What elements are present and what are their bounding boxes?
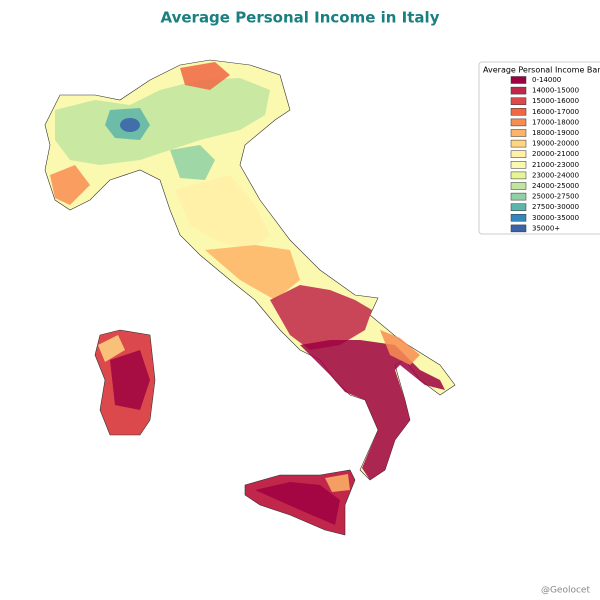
region-patch	[120, 118, 140, 132]
legend-label: 35000+	[532, 224, 560, 232]
legend-label: 27500-30000	[532, 203, 579, 211]
legend-swatch	[510, 224, 527, 233]
region-patch	[98, 335, 125, 362]
legend-label: 20000-21000	[532, 150, 579, 158]
legend-swatch	[510, 86, 527, 95]
region-patch	[110, 350, 150, 410]
legend-swatch	[510, 203, 527, 211]
legend-swatch	[510, 97, 527, 105]
legend-label: 30000-35000	[532, 214, 579, 222]
map	[44, 59, 456, 536]
legend-swatch	[510, 129, 527, 137]
legend-swatch	[510, 150, 527, 158]
legend-label: 17000-18000	[532, 118, 579, 126]
legend-swatch	[510, 108, 527, 116]
legend-label: 0-14000	[532, 76, 561, 84]
legend-label: 21000-23000	[532, 161, 579, 169]
legend-label: 15000-16000	[532, 97, 579, 105]
region-patch	[180, 62, 230, 90]
region-patch	[255, 482, 340, 525]
legend-swatch	[510, 76, 527, 84]
legend-label: 25000-27500	[532, 193, 579, 201]
legend: Average Personal Income Band 0-14000 1400…	[478, 61, 600, 235]
region-patch	[170, 145, 215, 180]
region-patch	[380, 330, 420, 365]
legend-title: Average Personal Income Band	[483, 66, 600, 75]
legend-label: 18000-19000	[532, 129, 579, 137]
legend-swatch	[510, 182, 527, 190]
legend-label: 19000-20000	[532, 140, 579, 148]
legend-box	[478, 61, 600, 235]
region-patch	[300, 340, 445, 480]
legend-swatch	[510, 214, 527, 222]
legend-label: 16000-17000	[532, 108, 579, 116]
legend-label: 24000-25000	[532, 182, 579, 190]
legend-swatch	[510, 192, 527, 201]
region-patch	[175, 175, 270, 250]
region-patch	[205, 245, 300, 300]
region-patch	[50, 165, 90, 205]
region-patch	[270, 285, 372, 350]
credit: @Geolocet	[541, 586, 591, 596]
legend-label: 23000-24000	[532, 171, 579, 179]
legend-swatch	[510, 161, 527, 169]
legend-swatch	[510, 171, 527, 180]
region-patch	[325, 474, 350, 492]
map-title: Average Personal Income in Italy	[161, 9, 440, 27]
region-patch	[55, 78, 270, 165]
legend-swatch	[510, 139, 527, 148]
legend-label: 14000-15000	[532, 87, 579, 95]
legend-swatch	[510, 118, 527, 127]
